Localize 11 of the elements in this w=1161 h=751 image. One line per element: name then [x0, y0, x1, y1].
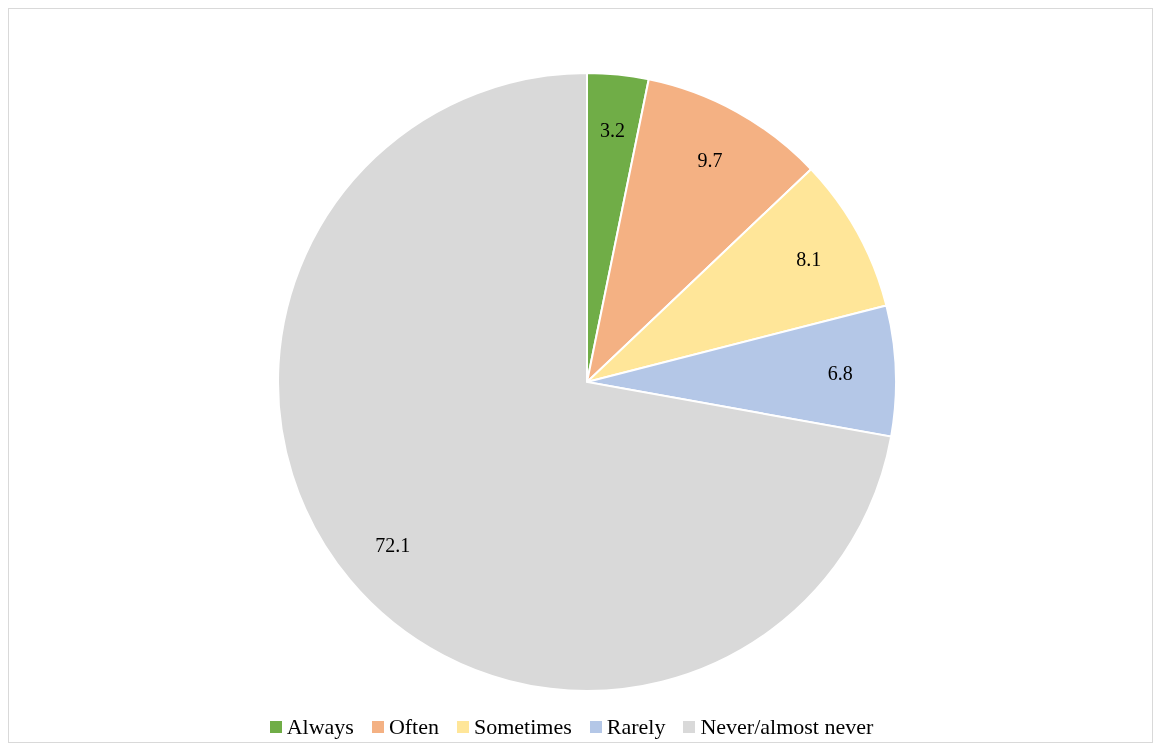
data-label: 8.1 — [796, 248, 822, 271]
pie-slice — [277, 72, 893, 692]
legend-label: Often — [387, 714, 439, 740]
data-label: 6.8 — [827, 361, 853, 384]
data-label: 9.7 — [697, 149, 723, 172]
data-label: 3.2 — [599, 118, 625, 141]
data-label: 72.1 — [375, 533, 411, 556]
legend-label: Never/almost never — [699, 714, 874, 740]
legend-label: Rarely — [605, 714, 666, 740]
legend-label: Always — [285, 714, 354, 740]
legend-label: Sometimes — [473, 714, 572, 740]
